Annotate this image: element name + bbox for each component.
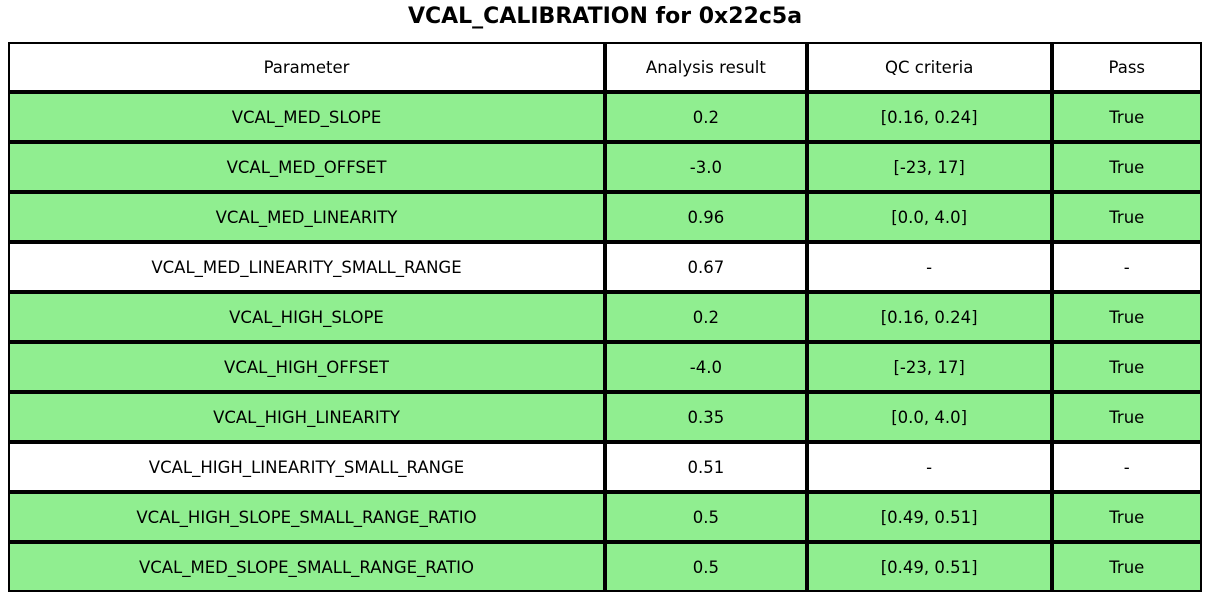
table-header-row: Parameter Analysis result QC criteria Pa… <box>8 42 1202 92</box>
table-row: VCAL_MED_SLOPE_SMALL_RANGE_RATIO 0.5 [0.49… <box>8 542 1202 592</box>
table-row: VCAL_MED_LINEARITY 0.96 [0.0, 4.0] True <box>8 192 1202 242</box>
cell-pass: True <box>1051 342 1202 392</box>
cell-pass: - <box>1051 442 1202 492</box>
cell-analysis-result: -4.0 <box>605 342 807 392</box>
cell-parameter: VCAL_HIGH_LINEARITY <box>8 392 605 442</box>
cell-parameter: VCAL_MED_SLOPE <box>8 92 605 142</box>
table-row: VCAL_HIGH_OFFSET -4.0 [-23, 17] True <box>8 342 1202 392</box>
table-row: VCAL_HIGH_SLOPE_SMALL_RANGE_RATIO 0.5 [0.4… <box>8 492 1202 542</box>
cell-pass: True <box>1051 292 1202 342</box>
cell-analysis-result: -3.0 <box>605 142 807 192</box>
cell-parameter: VCAL_MED_SLOPE_SMALL_RANGE_RATIO <box>8 542 605 592</box>
table-row: VCAL_HIGH_LINEARITY_SMALL_RANGE 0.51- - <box>8 442 1202 492</box>
cell-qc-criteria: [0.0, 4.0] <box>806 392 1052 442</box>
cell-analysis-result: 0.5 <box>605 542 807 592</box>
cell-pass: True <box>1051 392 1202 442</box>
cell-pass: True <box>1051 192 1202 242</box>
cell-qc-criteria: [0.49, 0.51] <box>806 542 1052 592</box>
cell-qc-criteria: [0.0, 4.0] <box>806 192 1052 242</box>
cell-parameter: VCAL_MED_LINEARITY_SMALL_RANGE <box>8 242 605 292</box>
cell-analysis-result: 0.35 <box>605 392 807 442</box>
cell-analysis-result: 0.2 <box>605 292 807 342</box>
table-row: VCAL_HIGH_LINEARITY 0.35 [0.0, 4.0] True <box>8 392 1202 442</box>
column-header-parameter: Parameter <box>8 42 605 92</box>
cell-pass: True <box>1051 142 1202 192</box>
cell-parameter: VCAL_HIGH_OFFSET <box>8 342 605 392</box>
page-title: VCAL_CALIBRATION for 0x22c5a <box>407 4 803 29</box>
table-row: VCAL_MED_OFFSET -3.0 [-23, 17] True <box>8 142 1202 192</box>
cell-parameter: VCAL_HIGH_LINEARITY_SMALL_RANGE <box>8 442 605 492</box>
cell-parameter: VCAL_HIGH_SLOPE_SMALL_RANGE_RATIO <box>8 492 605 542</box>
cell-pass: True <box>1051 92 1202 142</box>
cell-pass: - <box>1051 242 1202 292</box>
cell-analysis-result: 0.67 <box>605 242 807 292</box>
cell-pass: True <box>1051 542 1202 592</box>
cell-qc-criteria: [-23, 17] <box>806 142 1052 192</box>
column-header-qc-criteria: QC criteria <box>806 42 1052 92</box>
cell-analysis-result: 0.5 <box>605 492 807 542</box>
table-row: VCAL_HIGH_SLOPE 0.2 [0.16, 0.24] True <box>8 292 1202 342</box>
qc-results-table: Parameter Analysis result QC criteria Pa… <box>8 42 1202 592</box>
cell-qc-criteria: [0.49, 0.51] <box>806 492 1052 542</box>
cell-qc-criteria: - <box>806 442 1052 492</box>
cell-pass: True <box>1051 492 1202 542</box>
table-row: VCAL_MED_LINEARITY_SMALL_RANGE 0.67- - <box>8 242 1202 292</box>
table-row: VCAL_MED_SLOPE 0.2 [0.16, 0.24] True <box>8 92 1202 142</box>
column-header-analysis-result: Analysis result <box>605 42 807 92</box>
cell-qc-criteria: [0.16, 0.24] <box>806 292 1052 342</box>
cell-qc-criteria: [0.16, 0.24] <box>806 92 1052 142</box>
cell-parameter: VCAL_MED_OFFSET <box>8 142 605 192</box>
cell-analysis-result: 0.2 <box>605 92 807 142</box>
cell-qc-criteria: [-23, 17] <box>806 342 1052 392</box>
column-header-pass: Pass <box>1051 42 1202 92</box>
cell-parameter: VCAL_MED_LINEARITY <box>8 192 605 242</box>
cell-qc-criteria: - <box>806 242 1052 292</box>
cell-parameter: VCAL_HIGH_SLOPE <box>8 292 605 342</box>
cell-analysis-result: 0.96 <box>605 192 807 242</box>
table-body: VCAL_MED_SLOPE 0.2 [0.16, 0.24] True VCAL_ME… <box>8 92 1202 592</box>
cell-analysis-result: 0.51 <box>605 442 807 492</box>
